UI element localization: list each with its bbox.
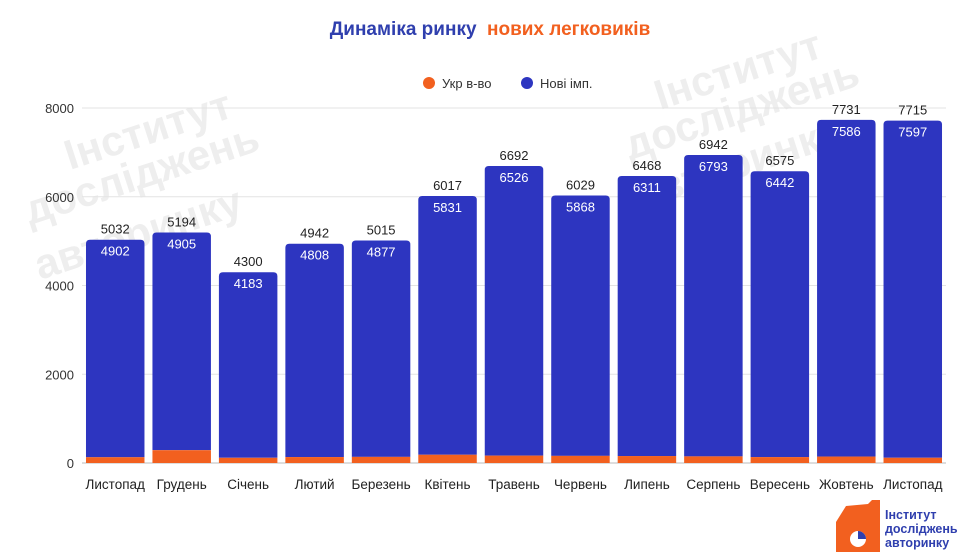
import-label: 6311	[633, 180, 661, 195]
bar-import	[750, 171, 810, 458]
bar-import	[218, 272, 278, 458]
y-tick-label: 0	[67, 456, 74, 471]
bar-domestic	[484, 455, 544, 463]
import-label: 4905	[167, 237, 196, 252]
x-tick-label: Березень	[352, 477, 411, 492]
bar-domestic	[351, 456, 411, 463]
bar-import	[418, 195, 477, 455]
import-label: 7586	[832, 124, 861, 139]
bar-import	[817, 119, 876, 457]
total-label: 5194	[167, 215, 196, 230]
bar-import	[152, 232, 211, 451]
bar-domestic	[750, 457, 810, 463]
x-tick-label: Грудень	[157, 477, 207, 492]
total-label: 7715	[898, 103, 927, 118]
logo-text-line1: Інститут	[885, 508, 936, 522]
logo-pie-icon	[858, 531, 866, 539]
legend-marker-ukr	[423, 77, 435, 89]
bars-group	[85, 119, 943, 463]
x-tick-label: Липень	[624, 477, 670, 492]
import-label: 4877	[367, 244, 396, 259]
bar-domestic	[152, 450, 211, 463]
legend: Укр в-во Нові імп.	[423, 76, 593, 91]
legend-label-import: Нові імп.	[540, 76, 593, 91]
x-tick-label: Листопад	[883, 477, 943, 492]
legend-label-ukr: Укр в-во	[442, 76, 491, 91]
y-axis: 0 2000 4000 6000 8000	[45, 101, 74, 471]
bar-domestic	[218, 457, 278, 463]
bar-import	[484, 166, 544, 456]
y-tick-label: 8000	[45, 101, 74, 116]
total-label: 5015	[367, 222, 396, 237]
x-tick-label: Січень	[227, 477, 269, 492]
total-label: 6017	[433, 178, 462, 193]
total-label: 5032	[101, 222, 130, 237]
legend-marker-import	[521, 77, 533, 89]
import-label: 4808	[300, 248, 329, 263]
bar-domestic	[418, 454, 477, 463]
bar-import	[684, 154, 743, 457]
total-label: 6692	[500, 148, 529, 163]
x-tick-label: Жовтень	[819, 477, 874, 492]
x-tick-label: Листопад	[86, 477, 146, 492]
total-label: 7731	[832, 102, 861, 117]
bar-import	[351, 240, 411, 457]
institute-logo: Інститут досліджень авторинку	[836, 500, 958, 552]
import-label: 5831	[433, 200, 462, 215]
logo-text-line3: авторинку	[885, 536, 949, 550]
y-tick-label: 6000	[45, 190, 74, 205]
bar-domestic	[85, 457, 145, 463]
total-label: 6575	[765, 153, 794, 168]
bar-domestic	[684, 456, 743, 463]
import-label: 6526	[500, 170, 529, 185]
chart-title-part2: нових легковиків	[487, 19, 650, 40]
bar-import	[617, 175, 677, 457]
chart-title: Динаміка ринку нових легковиків	[330, 19, 651, 40]
import-label: 6793	[699, 159, 728, 174]
import-label: 6442	[765, 175, 794, 190]
bar-domestic	[883, 457, 943, 463]
x-tick-label: Вересень	[750, 477, 810, 492]
x-tick-label: Червень	[554, 477, 607, 492]
total-label: 4942	[300, 226, 329, 241]
total-label: 6942	[699, 137, 728, 152]
y-tick-label: 2000	[45, 367, 74, 382]
bar-import	[285, 243, 344, 458]
logo-text-line2: досліджень	[885, 522, 958, 536]
total-label: 6468	[632, 158, 661, 173]
data-labels: 5032 4902 5194 4905 4300 4183 4942 4808 5015 4877…	[101, 102, 927, 291]
bar-domestic	[617, 456, 677, 463]
bar-import	[85, 239, 145, 458]
x-axis: Листопад Грудень Січень Лютий Березень Квітен…	[86, 477, 943, 492]
total-label: 6029	[566, 177, 595, 192]
bar-import	[551, 195, 610, 456]
x-tick-label: Серпень	[686, 477, 740, 492]
import-label: 4902	[101, 244, 130, 259]
total-label: 4300	[234, 254, 263, 269]
chart-title-part1: Динаміка ринку	[330, 19, 477, 40]
logo-shape	[836, 500, 880, 552]
bar-import	[883, 120, 943, 458]
y-tick-label: 4000	[45, 279, 74, 294]
bar-domestic	[285, 457, 344, 463]
x-tick-label: Травень	[488, 477, 540, 492]
import-label: 5868	[566, 199, 595, 214]
import-label: 7597	[898, 125, 927, 140]
import-label: 4183	[234, 276, 263, 291]
x-tick-label: Лютий	[295, 477, 335, 492]
bar-domestic	[817, 456, 876, 463]
bar-domestic	[551, 455, 610, 463]
x-tick-label: Квітень	[424, 477, 470, 492]
